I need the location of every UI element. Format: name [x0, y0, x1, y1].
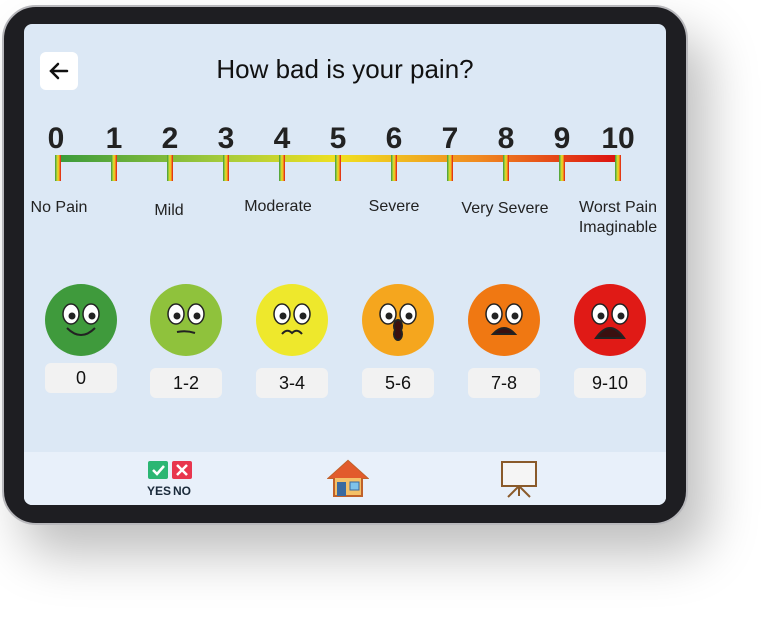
face-circle [256, 284, 328, 356]
pupil [193, 312, 201, 320]
rating-box: 1-2 [150, 368, 222, 398]
mouth [393, 319, 403, 341]
scale-tick [447, 155, 453, 181]
rating-box: 9-10 [574, 368, 646, 398]
scale-number: 7 [441, 122, 459, 155]
yes-no-icon[interactable] [146, 460, 194, 482]
footer-bar: YES NO [24, 452, 666, 505]
pupil [597, 312, 605, 320]
mouth [490, 327, 518, 335]
rating-box: 5-6 [362, 368, 434, 398]
rating-box: 0 [45, 363, 117, 393]
scale-tick [167, 155, 173, 181]
pupil [279, 312, 287, 320]
pupil [491, 312, 499, 320]
scale-tick [223, 155, 229, 181]
scale-tick [55, 155, 61, 181]
title: How bad is your pain? [216, 54, 474, 84]
scale-label: Very Severe [461, 200, 549, 217]
pupil [617, 312, 625, 320]
pain-face [574, 284, 646, 356]
home-button[interactable] [327, 458, 369, 498]
yes-label: YES [147, 484, 172, 498]
scale-label: No Pain [30, 199, 88, 216]
scale-number: 3 [217, 122, 235, 155]
scale-number: 0 [47, 122, 65, 155]
pain-face [45, 284, 117, 356]
mouth [281, 329, 303, 335]
pain-face [362, 284, 434, 356]
scale-number: 5 [329, 122, 347, 155]
scale-label: Mild [154, 202, 184, 219]
pupil [173, 312, 181, 320]
pain-face [150, 284, 222, 356]
scale-label: Severe [368, 198, 420, 215]
face-circle [574, 284, 646, 356]
pain-face [256, 284, 328, 356]
scale-tick [615, 155, 621, 181]
scale-tick [111, 155, 117, 181]
scale-number: 8 [497, 122, 515, 155]
mouth [594, 327, 626, 339]
face-circle [45, 284, 117, 356]
pupil [299, 312, 307, 320]
mouth [66, 327, 96, 336]
pupil [405, 312, 413, 320]
scale-number: 9 [553, 122, 571, 155]
scale-label: Worst Pain Imaginable [578, 199, 658, 236]
scale-number: 4 [273, 122, 291, 155]
face-circle [150, 284, 222, 356]
scale-tick [503, 155, 509, 181]
pupil [385, 312, 393, 320]
no-label: NO [173, 484, 191, 498]
pupil [88, 312, 96, 320]
scale-label: Moderate [244, 198, 312, 215]
pupil [68, 312, 76, 320]
board-button[interactable] [500, 460, 538, 498]
rating-box: 3-4 [256, 368, 328, 398]
scale-number: 2 [161, 122, 179, 155]
scale-tick [279, 155, 285, 181]
face-circle [468, 284, 540, 356]
screen: How bad is your pain? YES NO [24, 24, 666, 505]
scale-tick [391, 155, 397, 181]
scale-tick [559, 155, 565, 181]
pain-face [468, 284, 540, 356]
scale-art [45, 155, 646, 356]
rating-box: 7-8 [468, 368, 540, 398]
scale-number: 6 [385, 122, 403, 155]
scale-number: 10 [601, 122, 635, 155]
scale-tick [335, 155, 341, 181]
mouth [176, 330, 196, 334]
back-button[interactable] [40, 52, 78, 90]
scale-number: 1 [105, 122, 123, 155]
pupil [511, 312, 519, 320]
